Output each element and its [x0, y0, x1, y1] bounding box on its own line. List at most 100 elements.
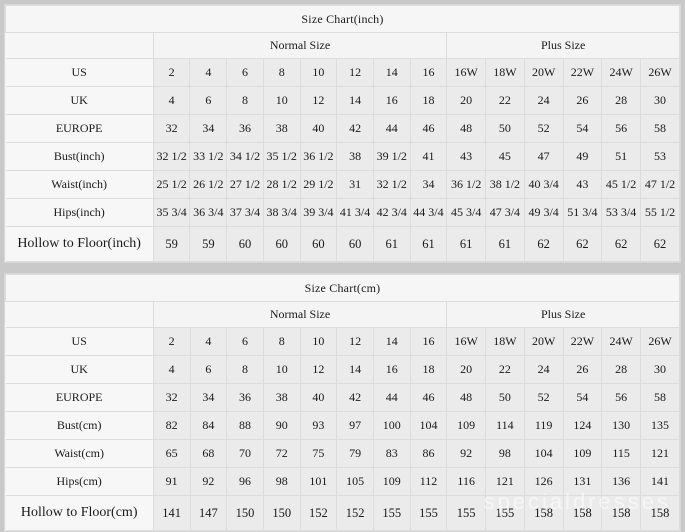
table-cell: 22 — [485, 355, 525, 384]
table-cell: 6 — [226, 58, 264, 87]
table-cell: 14 — [336, 86, 374, 115]
table-cell: 42 — [336, 383, 374, 412]
table-row: Bust(cm) 82 84 88 90 93 97 100 104 109 114 119 124 13… — [5, 411, 681, 440]
table-cell: 105 — [336, 467, 374, 496]
table-cell: 47 1/2 — [639, 170, 681, 199]
table-row: Hips(inch) 35 3/4 36 3/4 37 3/4 38 3/4 39 3/4… — [5, 198, 681, 227]
table-cell: 8 — [226, 86, 264, 115]
table-cell: 82 — [152, 411, 191, 440]
row-label: EUROPE — [5, 383, 154, 412]
table-cell: 44 — [372, 383, 411, 412]
table-cell: 36 1/2 — [299, 142, 338, 171]
table-cell: 36 3/4 — [189, 198, 228, 227]
table-cell: 26W — [639, 327, 681, 356]
table-cell: 60 — [262, 226, 301, 262]
table-cell: 59 — [189, 226, 228, 262]
group-header-normal-size: Normal Size — [152, 32, 448, 59]
table-cell: 49 3/4 — [523, 198, 564, 227]
table-cell: 72 — [262, 439, 301, 468]
table-row: Waist(inch) 25 1/2 26 1/2 27 1/2 28 1/2 29 1/… — [5, 170, 681, 199]
table-cell: 28 — [601, 355, 641, 384]
table-cell: 54 — [562, 383, 603, 412]
table-cell: 62 — [601, 226, 641, 262]
row-label: US — [5, 58, 154, 87]
table-cell: 12 — [336, 327, 374, 356]
table-cell: 16 — [372, 86, 411, 115]
table-cell: 30 — [639, 86, 681, 115]
table-cell: 155 — [485, 495, 525, 531]
table-cell: 79 — [336, 439, 374, 468]
table-row: Hollow to Floor(cm) 141 147 150 150 152 152 155… — [5, 495, 681, 531]
table-cell: 109 — [372, 467, 411, 496]
table-cell: 8 — [226, 355, 264, 384]
table-row: Hollow to Floor(inch) 59 59 60 60 60 60 61 61 61 6… — [5, 226, 681, 262]
table-cell: 56 — [601, 383, 641, 412]
table-cell: 58 — [639, 114, 681, 143]
table-cell: 2 — [152, 327, 191, 356]
table-cell: 26 1/2 — [189, 170, 228, 199]
table-cell: 90 — [262, 411, 301, 440]
table-cell: 109 — [446, 411, 487, 440]
table-cell: 33 1/2 — [189, 142, 228, 171]
table-cell: 58 — [639, 383, 681, 412]
table-cell: 61 — [372, 226, 411, 262]
table-cell: 18W — [485, 58, 525, 87]
table-cell: 135 — [639, 411, 681, 440]
table-cell: 36 — [226, 114, 264, 143]
charts-container: Size Chart(inch) Normal Size Plus Size US 2 4… — [4, 4, 681, 532]
table-cell: 96 — [226, 467, 264, 496]
table-cell: 52 — [523, 114, 564, 143]
table-cell: 26 — [562, 86, 603, 115]
size-chart-inch: Size Chart(inch) Normal Size Plus Size US 2 4… — [4, 4, 681, 263]
table-cell: 155 — [409, 495, 448, 531]
table-cell: 131 — [562, 467, 603, 496]
table-cell: 124 — [562, 411, 603, 440]
row-label: Waist(cm) — [5, 439, 154, 468]
table-cell: 16 — [409, 327, 448, 356]
table-cell: 20W — [523, 327, 564, 356]
table-cell: 38 — [262, 383, 301, 412]
table-cell: 150 — [262, 495, 301, 531]
table-cell: 41 3/4 — [336, 198, 374, 227]
table-cell: 43 — [562, 170, 603, 199]
table-row: US 2 4 6 8 10 12 14 16 16W 18W 20W 22W 24W 26W — [5, 58, 681, 87]
table-cell: 45 1/2 — [601, 170, 641, 199]
table-cell: 62 — [562, 226, 603, 262]
size-chart-cm: Size Chart(cm) Normal Size Plus Size US 2 4 6 8… — [4, 273, 681, 532]
table-cell: 101 — [299, 467, 338, 496]
table-cell: 2 — [152, 58, 191, 87]
group-header-row: Normal Size Plus Size — [5, 301, 680, 328]
table-cell: 84 — [189, 411, 228, 440]
row-label: Bust(cm) — [5, 411, 154, 440]
table-cell: 152 — [336, 495, 374, 531]
table-cell: 38 3/4 — [262, 198, 301, 227]
table-cell: 114 — [485, 411, 525, 440]
table-cell: 38 — [336, 142, 374, 171]
table-cell: 70 — [226, 439, 264, 468]
row-label: UK — [5, 86, 154, 115]
table-cell: 22W — [562, 327, 603, 356]
table-cell: 61 — [485, 226, 525, 262]
table-cell: 104 — [523, 439, 564, 468]
table-cell: 56 — [601, 114, 641, 143]
table-cell: 12 — [336, 58, 374, 87]
table-cell: 6 — [189, 86, 228, 115]
table-row: UK 4 6 8 10 12 14 16 18 20 22 24 26 28 30 — [5, 355, 681, 384]
table-cell: 41 — [409, 142, 448, 171]
table-cell: 44 3/4 — [409, 198, 448, 227]
table-cell: 75 — [299, 439, 338, 468]
table-cell: 45 — [485, 142, 525, 171]
table-cell: 51 3/4 — [562, 198, 603, 227]
table-cell: 115 — [601, 439, 641, 468]
table-cell: 136 — [601, 467, 641, 496]
table-cell: 25 1/2 — [152, 170, 191, 199]
table-cell: 50 — [485, 114, 525, 143]
table-cell: 97 — [336, 411, 374, 440]
table-row: UK 4 6 8 10 12 14 16 18 20 22 24 26 28 30 — [5, 86, 681, 115]
table-cell: 10 — [299, 58, 338, 87]
table-cell: 47 — [523, 142, 564, 171]
table-cell: 8 — [262, 327, 301, 356]
table-cell: 109 — [562, 439, 603, 468]
row-label: Hips(inch) — [5, 198, 154, 227]
